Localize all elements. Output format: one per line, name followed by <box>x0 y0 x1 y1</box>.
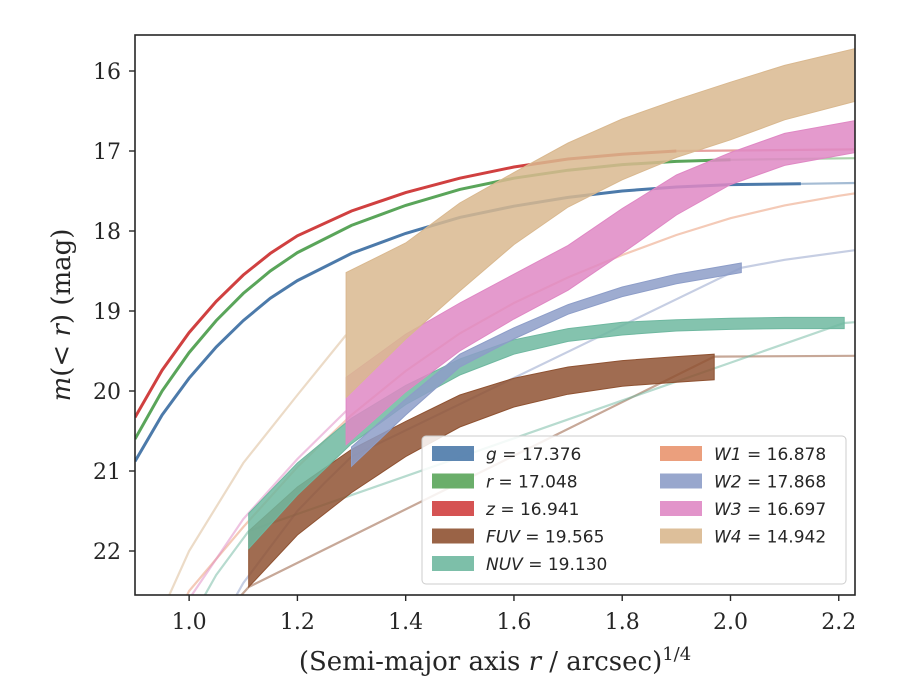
w3-model-curve <box>190 410 347 595</box>
w4-legend-swatch <box>660 528 702 544</box>
x-tick-label: 1.0 <box>172 610 207 635</box>
w4-profile-band <box>345 48 855 399</box>
w1-legend-label: W1 = 16.878 <box>714 445 826 465</box>
w2-legend-label: W2 = 17.868 <box>714 473 826 493</box>
nuv-legend-label: NUV = 19.130 <box>486 555 607 575</box>
y-tick-label: 19 <box>93 300 121 325</box>
x-tick-label: 1.8 <box>605 610 640 635</box>
y-tick-label: 18 <box>93 220 121 245</box>
x-tick-label: 1.6 <box>496 610 531 635</box>
x-axis-label: (Semi-major axis r / arcsec)1/4 <box>299 644 691 677</box>
y-tick-label: 16 <box>93 60 121 85</box>
y-tick-label: 21 <box>93 460 121 485</box>
z-legend-label: z = 16.941 <box>485 500 579 520</box>
y-tick-label: 17 <box>93 140 121 165</box>
w3-profile-band <box>345 120 855 446</box>
nuv-legend-swatch <box>432 556 474 571</box>
series-layer <box>135 48 855 595</box>
ticks-layer: 1.0 1.2 1.4 1.6 1.8 2.0 2.2 16 17 18 19 20 21 22 <box>93 60 856 635</box>
x-tick-label: 1.4 <box>388 610 423 635</box>
y-tick-label: 22 <box>93 540 121 565</box>
g-legend-label: g = 17.376 <box>486 445 581 465</box>
x-tick-label: 1.2 <box>280 610 315 635</box>
w4-legend-label: W4 = 14.942 <box>714 528 826 548</box>
g-legend-swatch <box>432 446 474 461</box>
fuv-model-curve <box>239 354 855 595</box>
g-profile-line <box>135 182 801 463</box>
y-axis-label: m(< r) (mag) <box>47 229 77 402</box>
w3-legend-label: W3 = 16.697 <box>714 500 826 520</box>
r-legend-swatch <box>432 473 474 489</box>
legend: g = 17.376 r = 17.048 z = 16.941 FUV = 19.5… <box>421 435 847 585</box>
w3-legend-swatch <box>660 501 702 516</box>
w2-profile-band <box>351 262 742 468</box>
x-tick-label: 2.2 <box>821 610 856 635</box>
plot-frame <box>134 34 856 596</box>
w4-model-curve <box>168 334 347 595</box>
z-legend-swatch <box>432 501 474 516</box>
y-tick-label: 20 <box>93 380 121 405</box>
legend-frame <box>421 435 847 585</box>
r-legend-label: r = 17.048 <box>486 473 578 493</box>
w1-legend-swatch <box>660 446 702 461</box>
g-model-curve <box>800 181 855 185</box>
fuv-profile-band <box>248 353 715 589</box>
fuv-legend-label: FUV = 19.565 <box>486 528 604 548</box>
w2-legend-swatch <box>660 473 702 489</box>
x-tick-label: 2.0 <box>713 610 748 635</box>
fuv-legend-swatch <box>432 528 474 544</box>
